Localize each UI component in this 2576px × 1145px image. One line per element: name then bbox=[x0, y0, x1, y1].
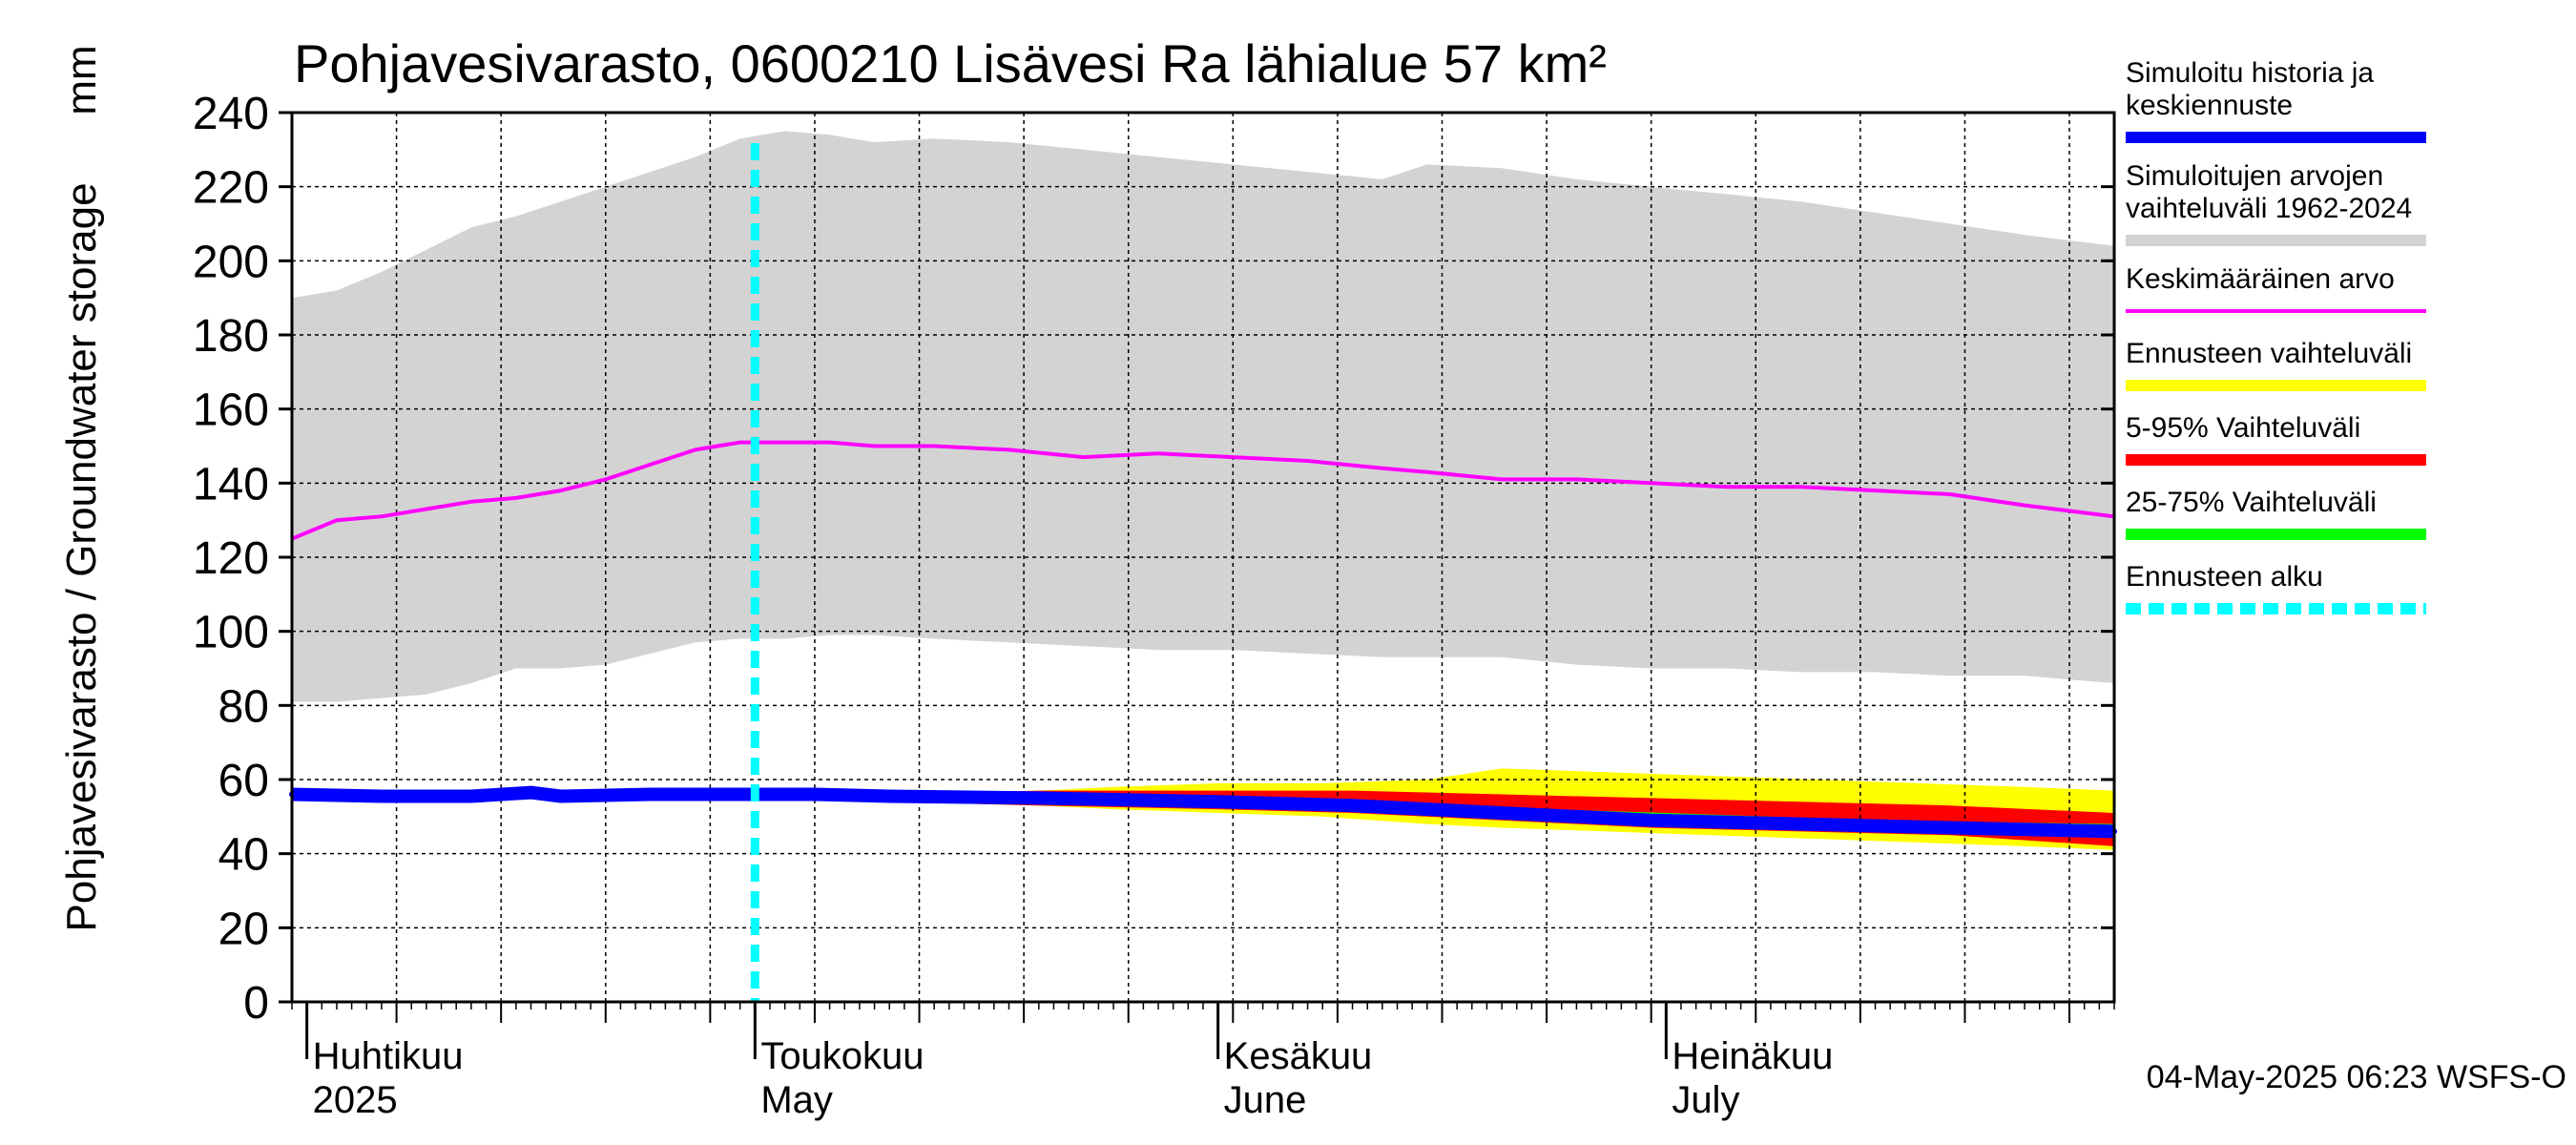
x-month-label: Huhtikuu bbox=[313, 1035, 464, 1077]
point-simuloitu-historia-ja-keskiennuste bbox=[1648, 817, 1654, 823]
point-keskim-r-inen-arvo bbox=[559, 489, 563, 492]
point-keskim-r-inen-arvo bbox=[1156, 451, 1160, 455]
point-simuloitu-historia-ja-keskiennuste bbox=[737, 791, 743, 798]
legend-label: Simuloitujen arvojen bbox=[2126, 160, 2383, 192]
legend-label: Ennusteen vaihteluväli bbox=[2126, 338, 2412, 369]
point-keskim-r-inen-arvo bbox=[1500, 477, 1504, 481]
grid-layer bbox=[292, 113, 2114, 1002]
point-keskim-r-inen-arvo bbox=[873, 445, 877, 448]
point-keskim-r-inen-arvo bbox=[514, 496, 518, 500]
y-tick-label: 100 bbox=[193, 608, 269, 658]
point-keskim-r-inen-arvo bbox=[649, 463, 653, 467]
line-layer bbox=[289, 440, 2117, 839]
point-keskim-r-inen-arvo bbox=[738, 441, 742, 445]
point-keskim-r-inen-arvo bbox=[469, 500, 473, 504]
y-tick-label: 240 bbox=[193, 89, 269, 139]
point-simuloitu-historia-ja-keskiennuste bbox=[1349, 802, 1356, 809]
legend-label: Ennusteen alku bbox=[2126, 561, 2323, 593]
axis-layer: 0 20 40 60 80 100 120 140 160 180 200 220 240 Huhtiku… bbox=[193, 89, 2115, 1121]
y-tick-label: 60 bbox=[218, 756, 269, 806]
x-month-sublabel: 2025 bbox=[313, 1079, 398, 1121]
chart-title: Pohjavesivarasto, 0600210 Lisävesi Ra lä… bbox=[294, 33, 1607, 94]
x-month-sublabel: July bbox=[1672, 1079, 1739, 1121]
point-simuloitu-historia-ja-keskiennuste bbox=[812, 791, 818, 798]
point-simuloitu-historia-ja-keskiennuste bbox=[1035, 795, 1042, 802]
legend-label: vaihteluväli 1962-2024 bbox=[2126, 193, 2412, 224]
point-simuloitu-historia-ja-keskiennuste bbox=[886, 793, 893, 800]
y-tick-label: 160 bbox=[193, 385, 269, 436]
x-month-sublabel: June bbox=[1224, 1079, 1307, 1121]
x-month-label: Toukokuu bbox=[760, 1035, 924, 1077]
point-keskim-r-inen-arvo bbox=[1650, 481, 1653, 485]
point-keskim-r-inen-arvo bbox=[694, 448, 697, 451]
point-keskim-r-inen-arvo bbox=[380, 514, 384, 518]
point-simuloitu-historia-ja-keskiennuste bbox=[378, 793, 384, 800]
point-keskim-r-inen-arvo bbox=[1306, 459, 1310, 463]
y-tick-label: 200 bbox=[193, 237, 269, 287]
point-simuloitu-historia-ja-keskiennuste bbox=[1797, 821, 1804, 827]
y-tick-label: 140 bbox=[193, 459, 269, 510]
point-simuloitu-historia-ja-keskiennuste bbox=[1499, 810, 1506, 816]
point-simuloitu-historia-ja-keskiennuste bbox=[647, 791, 654, 798]
point-keskim-r-inen-arvo bbox=[2023, 504, 2026, 508]
point-keskim-r-inen-arvo bbox=[1231, 455, 1235, 459]
point-keskim-r-inen-arvo bbox=[335, 518, 339, 522]
point-keskim-r-inen-arvo bbox=[1798, 485, 1802, 489]
y-axis-unit: mm bbox=[58, 45, 105, 114]
point-keskim-r-inen-arvo bbox=[1425, 470, 1429, 474]
point-simuloitu-historia-ja-keskiennuste bbox=[1215, 799, 1221, 805]
point-keskim-r-inen-arvo bbox=[783, 441, 787, 445]
point-keskim-r-inen-arvo bbox=[1082, 455, 1086, 459]
point-keskim-r-inen-arvo bbox=[425, 508, 428, 510]
point-simuloitu-historia-ja-keskiennuste bbox=[557, 793, 564, 800]
point-keskim-r-inen-arvo bbox=[932, 445, 936, 448]
y-tick-label: 40 bbox=[218, 830, 269, 881]
point-keskim-r-inen-arvo bbox=[1948, 492, 1952, 496]
legend-label: Keskimääräinen arvo bbox=[2126, 263, 2395, 295]
legend-label: 5-95% Vaihteluväli bbox=[2126, 412, 2360, 444]
legend-label: Simuloitu historia ja bbox=[2126, 57, 2374, 89]
band-simuloitujen-arvojen-vaihteluv-li-1962-2024 bbox=[292, 131, 2114, 702]
point-keskim-r-inen-arvo bbox=[1724, 485, 1728, 489]
legend-label: keskiennuste bbox=[2126, 90, 2293, 121]
point-keskim-r-inen-arvo bbox=[1381, 467, 1384, 470]
x-month-sublabel: May bbox=[760, 1079, 833, 1121]
y-tick-label: 0 bbox=[243, 978, 269, 1029]
y-tick-label: 20 bbox=[218, 904, 269, 954]
y-tick-label: 80 bbox=[218, 681, 269, 732]
point-simuloitu-historia-ja-keskiennuste bbox=[1946, 824, 1953, 831]
point-keskim-r-inen-arvo bbox=[1008, 448, 1010, 451]
x-month-label: Heinäkuu bbox=[1672, 1035, 1833, 1077]
point-keskim-r-inen-arvo bbox=[1574, 477, 1578, 481]
point-keskim-r-inen-arvo bbox=[1874, 489, 1877, 492]
y-axis-label: Pohjavesivarasto / Groundwater storage bbox=[58, 182, 105, 931]
point-simuloitu-historia-ja-keskiennuste bbox=[467, 793, 474, 800]
point-keskim-r-inen-arvo bbox=[604, 477, 608, 481]
y-tick-label: 180 bbox=[193, 311, 269, 362]
y-tick-label: 120 bbox=[193, 533, 269, 584]
y-tick-label: 220 bbox=[193, 163, 269, 214]
footer-timestamp: 04-May-2025 06:23 WSFS-O bbox=[2147, 1059, 2566, 1095]
point-keskim-r-inen-arvo bbox=[828, 441, 832, 445]
legend-label: 25-75% Vaihteluväli bbox=[2126, 487, 2377, 518]
point-simuloitu-historia-ja-keskiennuste bbox=[528, 789, 534, 796]
x-month-label: Kesäkuu bbox=[1224, 1035, 1373, 1077]
